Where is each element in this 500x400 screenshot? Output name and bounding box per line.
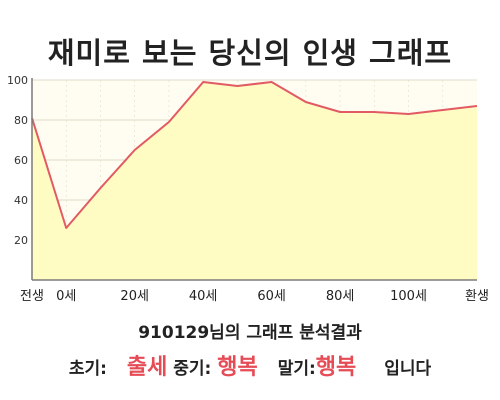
y-tick-label: 20	[14, 234, 28, 247]
middle-value: 행복	[217, 355, 258, 380]
verdict-line: 초기: 출세 중기: 행복 말기:행복 입니다	[0, 349, 500, 381]
x-tick-label: 환생	[465, 289, 489, 304]
x-tick-label: 20세	[120, 289, 149, 304]
chart-title: 재미로 보는 당신의 인생 그래프	[47, 36, 453, 70]
early-label: 초기:	[68, 359, 107, 379]
late-label: 말기:	[277, 359, 316, 379]
verdict-ending: 입니다	[384, 359, 432, 379]
x-tick-label: 60세	[257, 289, 286, 304]
x-tick-label: 100세	[390, 289, 427, 304]
y-tick-label: 60	[14, 154, 28, 167]
series-line	[31, 81, 478, 229]
y-tick-label: 80	[14, 114, 28, 127]
x-tick-label: 80세	[326, 289, 355, 304]
x-tick-label: 40세	[189, 289, 218, 304]
late-value: 행복	[315, 355, 357, 380]
area-fill	[32, 82, 477, 280]
y-tick-label: 40	[14, 194, 28, 207]
analysis-subtitle: 910129님의 그래프 분석결과	[138, 323, 362, 343]
x-tick-label: 0세	[56, 289, 76, 304]
x-tick-label: 전생	[20, 289, 44, 304]
middle-label: 중기:	[173, 359, 212, 379]
y-tick-label: 100	[7, 74, 28, 87]
early-value: 출세	[126, 355, 168, 380]
